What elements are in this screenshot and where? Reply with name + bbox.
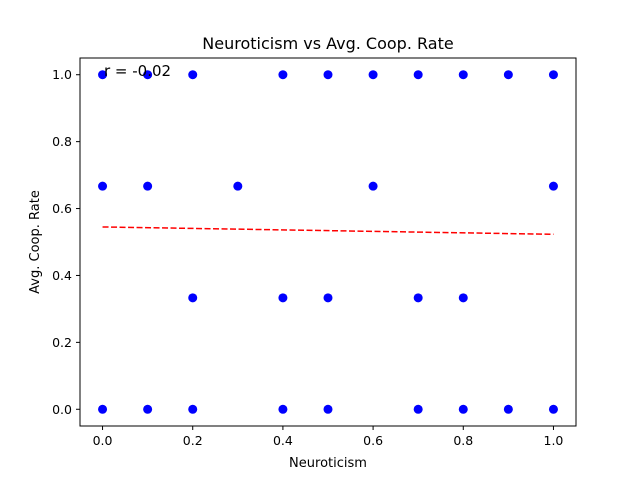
data-point (143, 181, 153, 191)
data-point (233, 181, 243, 191)
correlation-annotation: r = -0.02 (104, 62, 171, 80)
y-axis-label: Avg. Coop. Rate (28, 190, 43, 294)
y-tick-label: 1.0 (52, 67, 72, 82)
data-point (188, 70, 198, 80)
axes-frame (79, 57, 577, 427)
data-point (323, 404, 333, 414)
data-point (503, 404, 513, 414)
x-tick-label: 0.4 (273, 433, 293, 448)
y-tick-label: 0.6 (52, 201, 72, 216)
y-axis-ticks: 0.0 0.2 0.4 0.6 0.8 1.0 (52, 67, 80, 417)
trendline-layer (102, 226, 554, 236)
x-tick-label: 0.6 (363, 433, 383, 448)
data-point (413, 404, 423, 414)
data-point (368, 70, 378, 80)
x-tick-label: 1.0 (544, 433, 564, 448)
data-point (413, 70, 423, 80)
data-point (548, 404, 558, 414)
trendline (102, 226, 554, 236)
x-tick-label: 0.0 (93, 433, 113, 448)
data-point (98, 181, 108, 191)
x-axis-label: Neuroticism (289, 456, 367, 471)
data-point (458, 404, 468, 414)
data-point (368, 181, 378, 191)
y-tick-label: 0.4 (52, 268, 72, 283)
data-point (188, 293, 198, 303)
x-tick-label: 0.8 (453, 433, 473, 448)
data-point (143, 70, 153, 80)
data-point (278, 404, 288, 414)
y-tick-label: 0.8 (52, 134, 72, 149)
data-point (278, 70, 288, 80)
y-tick-label: 0.2 (52, 335, 72, 350)
data-point (458, 293, 468, 303)
data-point (323, 70, 333, 80)
data-point (548, 70, 558, 80)
data-point (503, 70, 513, 80)
data-point (278, 293, 288, 303)
data-point (458, 70, 468, 80)
data-point (143, 404, 153, 414)
data-point (548, 181, 558, 191)
chart-title: Neuroticism vs Avg. Coop. Rate (202, 34, 453, 53)
data-point (98, 70, 108, 80)
data-point (98, 404, 108, 414)
x-tick-label: 0.2 (183, 433, 203, 448)
data-point (323, 293, 333, 303)
data-point (188, 404, 198, 414)
y-tick-label: 0.0 (52, 402, 72, 417)
data-point (413, 293, 423, 303)
points-layer (98, 70, 558, 414)
x-axis-ticks: 0.0 0.2 0.4 0.6 0.8 1.0 (93, 426, 564, 448)
